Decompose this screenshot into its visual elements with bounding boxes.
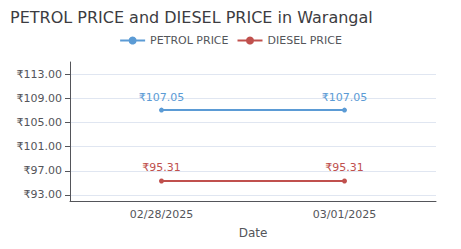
svg-text:02/28/2025: 02/28/2025 bbox=[130, 208, 193, 221]
svg-text:₹101.00: ₹101.00 bbox=[17, 140, 63, 153]
svg-text:03/01/2025: 03/01/2025 bbox=[313, 208, 376, 221]
svg-text:₹105.00: ₹105.00 bbox=[17, 116, 63, 129]
svg-text:₹107.05: ₹107.05 bbox=[322, 91, 368, 104]
svg-text:₹95.31: ₹95.31 bbox=[142, 161, 181, 174]
svg-text:PETROL PRICE and DIESEL PRICE: PETROL PRICE and DIESEL PRICE in Waranga… bbox=[10, 8, 373, 27]
svg-text:DIESEL PRICE: DIESEL PRICE bbox=[268, 34, 342, 47]
svg-text:₹95.31: ₹95.31 bbox=[325, 161, 364, 174]
svg-text:₹107.05: ₹107.05 bbox=[139, 91, 185, 104]
svg-text:₹97.00: ₹97.00 bbox=[24, 164, 63, 177]
svg-text:Date: Date bbox=[239, 226, 268, 240]
svg-text:PETROL PRICE: PETROL PRICE bbox=[150, 34, 228, 47]
svg-text:₹109.00: ₹109.00 bbox=[17, 92, 63, 105]
svg-text:₹93.00: ₹93.00 bbox=[24, 188, 63, 201]
svg-text:₹113.00: ₹113.00 bbox=[17, 68, 63, 81]
